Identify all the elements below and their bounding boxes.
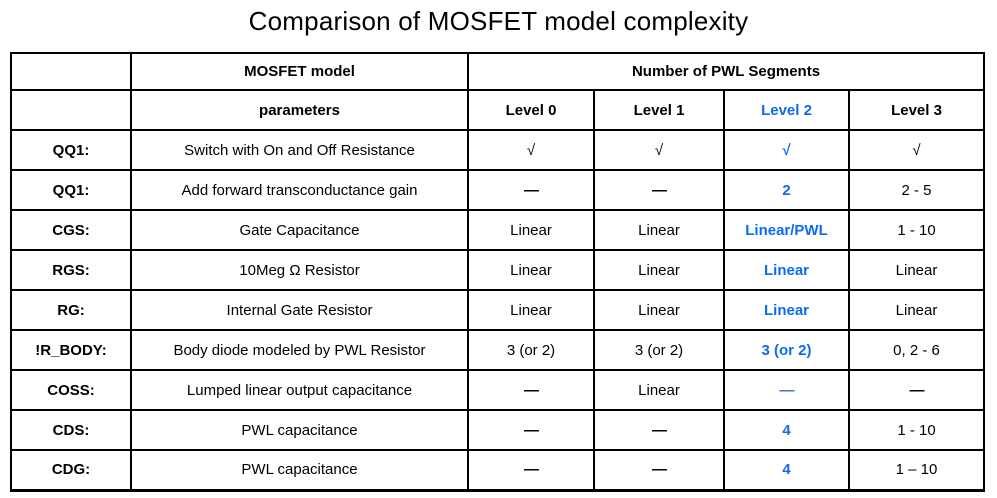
level-2-cell: 4 [723,449,850,491]
table-row: QQ1: Add forward transconductance gain —… [10,169,986,211]
parameter-cell: Body diode modeled by PWL Resistor [130,329,469,371]
level-0-cell: Linear [467,209,595,251]
table-row: CDS: PWL capacitance — — 4 1 - 10 [10,409,986,451]
level-0-cell: Linear [467,249,595,291]
level-2-cell: — [723,369,850,411]
row-label: CGS: [10,209,132,251]
level-1-cell: Linear [593,249,725,291]
row-label: QQ1: [10,129,132,171]
parameter-cell: Internal Gate Resistor [130,289,469,331]
row-label: CDS: [10,409,132,451]
header-level-0: Level 0 [467,89,595,131]
row-label: !R_BODY: [10,329,132,371]
page-title: Comparison of MOSFET model complexity [248,6,749,36]
level-2-cell: 4 [723,409,850,451]
level-3-cell: Linear [847,289,986,331]
table-row: COSS: Lumped linear output capacitance —… [10,369,986,411]
level-2-cell: Linear [723,289,850,331]
level-3-cell: — [847,369,986,411]
header-pwl-segments: Number of PWL Segments [466,52,986,91]
level-3-cell: 0, 2 - 6 [847,329,986,371]
level-1-cell: — [593,409,725,451]
table-row: QQ1: Switch with On and Off Resistance √… [10,129,986,171]
level-0-cell: √ [467,129,595,171]
level-0-cell: Linear [467,289,595,331]
level-2-cell: √ [723,129,850,171]
level-0-cell: — [467,369,595,411]
level-3-cell: 1 - 10 [847,409,986,451]
level-3-cell: 1 – 10 [847,449,986,491]
parameter-cell: Switch with On and Off Resistance [130,129,469,171]
level-2-cell: Linear/PWL [723,209,850,251]
parameter-cell: PWL capacitance [130,409,469,451]
level-2-cell: Linear [723,249,850,291]
level-1-cell: Linear [593,369,725,411]
header-row-levels: parameters Level 0 Level 1 Level 2 Level… [10,89,986,131]
header-row-group: MOSFET model Number of PWL Segments [10,52,986,91]
header-level-2: Level 2 [723,89,850,131]
level-1-cell: Linear [593,289,725,331]
level-3-cell: √ [847,129,986,171]
table-row: RGS: 10Meg Ω Resistor Linear Linear Line… [10,249,986,291]
row-label: RG: [10,289,132,331]
corner-cell-empty [10,89,132,131]
row-label: RGS: [10,249,132,291]
row-label: CDG: [10,449,132,491]
level-0-cell: 3 (or 2) [467,329,595,371]
level-0-cell: — [467,409,595,451]
parameter-cell: Gate Capacitance [130,209,469,251]
level-1-cell: — [593,169,725,211]
header-level-3: Level 3 [847,89,986,131]
level-1-cell: 3 (or 2) [593,329,725,371]
row-label: COSS: [10,369,132,411]
level-0-cell: — [467,449,595,491]
row-label: QQ1: [10,169,132,211]
header-level-1: Level 1 [593,89,725,131]
level-1-cell: √ [593,129,725,171]
parameter-cell: Lumped linear output capacitance [130,369,469,411]
table-row: CGS: Gate Capacitance Linear Linear Line… [10,209,986,251]
header-mosfet-model: MOSFET model [130,52,469,91]
level-1-cell: Linear [593,209,725,251]
level-3-cell: 2 - 5 [847,169,986,211]
parameter-cell: Add forward transconductance gain [130,169,469,211]
level-0-cell: — [467,169,595,211]
table-row: RG: Internal Gate Resistor Linear Linear… [10,289,986,331]
level-3-cell: 1 - 10 [847,209,986,251]
parameter-cell: 10Meg Ω Resistor [130,249,469,291]
corner-cell-empty [10,52,132,91]
header-parameters: parameters [130,89,469,131]
mosfet-comparison-table: MOSFET model Number of PWL Segments para… [10,52,986,492]
level-1-cell: — [593,449,725,491]
level-3-cell: Linear [847,249,986,291]
table-row: !R_BODY: Body diode modeled by PWL Resis… [10,329,986,371]
level-2-cell: 3 (or 2) [723,329,850,371]
table-row: CDG: PWL capacitance — — 4 1 – 10 [10,449,986,491]
level-2-cell: 2 [723,169,850,211]
parameter-cell: PWL capacitance [130,449,469,491]
